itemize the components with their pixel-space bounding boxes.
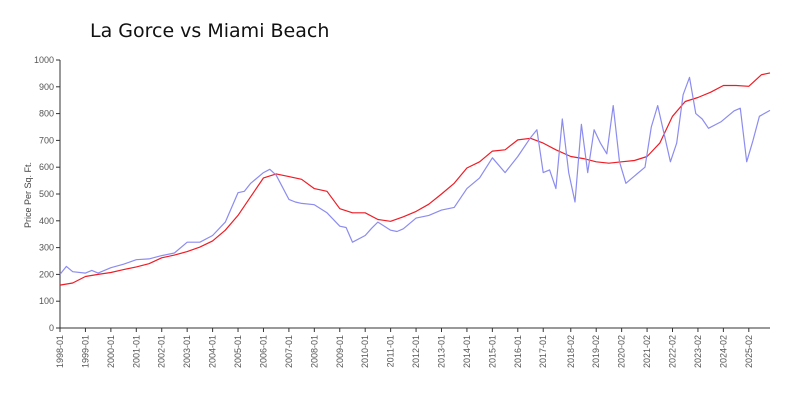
- x-tick-label: 2017-01: [538, 335, 548, 368]
- y-tick-label: 100: [39, 296, 54, 306]
- x-tick-label: 2024-02: [718, 335, 728, 368]
- x-tick-label: 2013-01: [436, 335, 446, 368]
- x-tick-label: 2018-02: [566, 335, 576, 368]
- x-tick-label: 2021-02: [642, 335, 652, 368]
- x-tick-label: 2015-01: [487, 335, 497, 368]
- x-tick-label: 2001-01: [131, 335, 141, 368]
- x-tick-label: 2014-01: [462, 335, 472, 368]
- y-tick-label: 900: [39, 82, 54, 92]
- y-tick-label: 300: [39, 243, 54, 253]
- x-tick-label: 2019-02: [591, 335, 601, 368]
- y-tick-label: 400: [39, 216, 54, 226]
- x-tick-label: 1999-01: [80, 335, 90, 368]
- x-tick-label: 2012-01: [411, 335, 421, 368]
- y-tick-label: 1000: [34, 55, 54, 65]
- x-tick-label: 2003-01: [182, 335, 192, 368]
- x-tick-label: 2009-01: [335, 335, 345, 368]
- y-tick-label: 500: [39, 189, 54, 199]
- y-tick-label: 800: [39, 109, 54, 119]
- x-tick-label: 1998-01: [55, 335, 65, 368]
- y-tick-label: 200: [39, 269, 54, 279]
- x-tick-label: 2020-02: [617, 335, 627, 368]
- x-tick-label: 2000-01: [106, 335, 116, 368]
- x-tick-label: 2005-01: [233, 335, 243, 368]
- x-tick-label: 2006-01: [258, 335, 268, 368]
- x-tick-label: 2010-01: [360, 335, 370, 368]
- series-line-2: [59, 76, 771, 275]
- x-tick-label: 2007-01: [284, 335, 294, 368]
- y-tick-label: 600: [39, 162, 54, 172]
- x-tick-label: 2023-02: [693, 335, 703, 368]
- x-tick-label: 2002-01: [157, 335, 167, 368]
- y-tick-label: 700: [39, 135, 54, 145]
- y-tick-label: 0: [49, 323, 54, 333]
- x-tick-label: 2008-01: [309, 335, 319, 368]
- x-tick-label: 2004-01: [208, 335, 218, 368]
- series-line-1: [59, 72, 771, 286]
- x-tick-label: 2016-01: [513, 335, 523, 368]
- x-tick-label: 2022-02: [668, 335, 678, 368]
- x-tick-label: 2011-01: [386, 335, 396, 367]
- x-tick-label: 2025-02: [744, 335, 754, 368]
- chart-title: La Gorce vs Miami Beach: [90, 20, 330, 42]
